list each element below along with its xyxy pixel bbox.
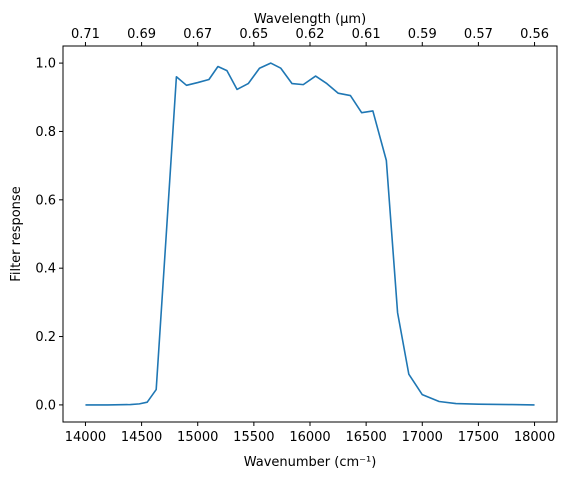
y-tick-label: 0.6 bbox=[35, 193, 56, 208]
plot-area bbox=[85, 62, 535, 406]
x-tick-label: 15500 bbox=[233, 430, 274, 445]
y-tick-label: 1.0 bbox=[35, 57, 56, 72]
x-tick-label: 14000 bbox=[65, 430, 106, 445]
top-x-axis: 0.71 0.69 0.67 0.65 0.62 0.61 0.59 0.57 0.56 bbox=[71, 27, 549, 46]
top-tick-label: 0.62 bbox=[296, 27, 325, 42]
top-tick-label: 0.57 bbox=[464, 27, 493, 42]
top-tick-label: 0.59 bbox=[408, 27, 437, 42]
y-tick-label: 0.4 bbox=[35, 262, 56, 277]
y-axis-label: Filter response bbox=[9, 186, 24, 281]
x-tick-label: 16000 bbox=[289, 430, 330, 445]
x-axis-label: Wavenumber (cm⁻¹) bbox=[244, 455, 377, 470]
bottom-x-axis: 14000 14500 15000 15500 16000 16500 17000 17500… bbox=[65, 422, 555, 445]
x-tick-label: 14500 bbox=[121, 430, 162, 445]
top-tick-label: 0.65 bbox=[239, 27, 268, 42]
x-tick-label: 17500 bbox=[458, 430, 499, 445]
y-tick-label: 0.8 bbox=[35, 125, 56, 140]
y-tick-label: 0.2 bbox=[35, 330, 56, 345]
x-tick-label: 17000 bbox=[402, 430, 443, 445]
series-line-0 bbox=[85, 62, 535, 406]
top-x-axis-label: Wavelength (μm) bbox=[254, 12, 366, 27]
y-axis: 0.0 0.2 0.4 0.6 0.8 1.0 bbox=[35, 57, 63, 413]
top-tick-label: 0.69 bbox=[127, 27, 156, 42]
top-tick-label: 0.71 bbox=[71, 27, 100, 42]
y-tick-label: 0.0 bbox=[35, 398, 56, 413]
top-tick-label: 0.56 bbox=[520, 27, 549, 42]
x-tick-label: 18000 bbox=[514, 430, 555, 445]
x-tick-label: 16500 bbox=[345, 430, 386, 445]
top-tick-label: 0.67 bbox=[183, 27, 212, 42]
x-tick-label: 15000 bbox=[177, 430, 218, 445]
top-tick-label: 0.61 bbox=[352, 27, 381, 42]
axes-frame bbox=[62, 45, 558, 423]
